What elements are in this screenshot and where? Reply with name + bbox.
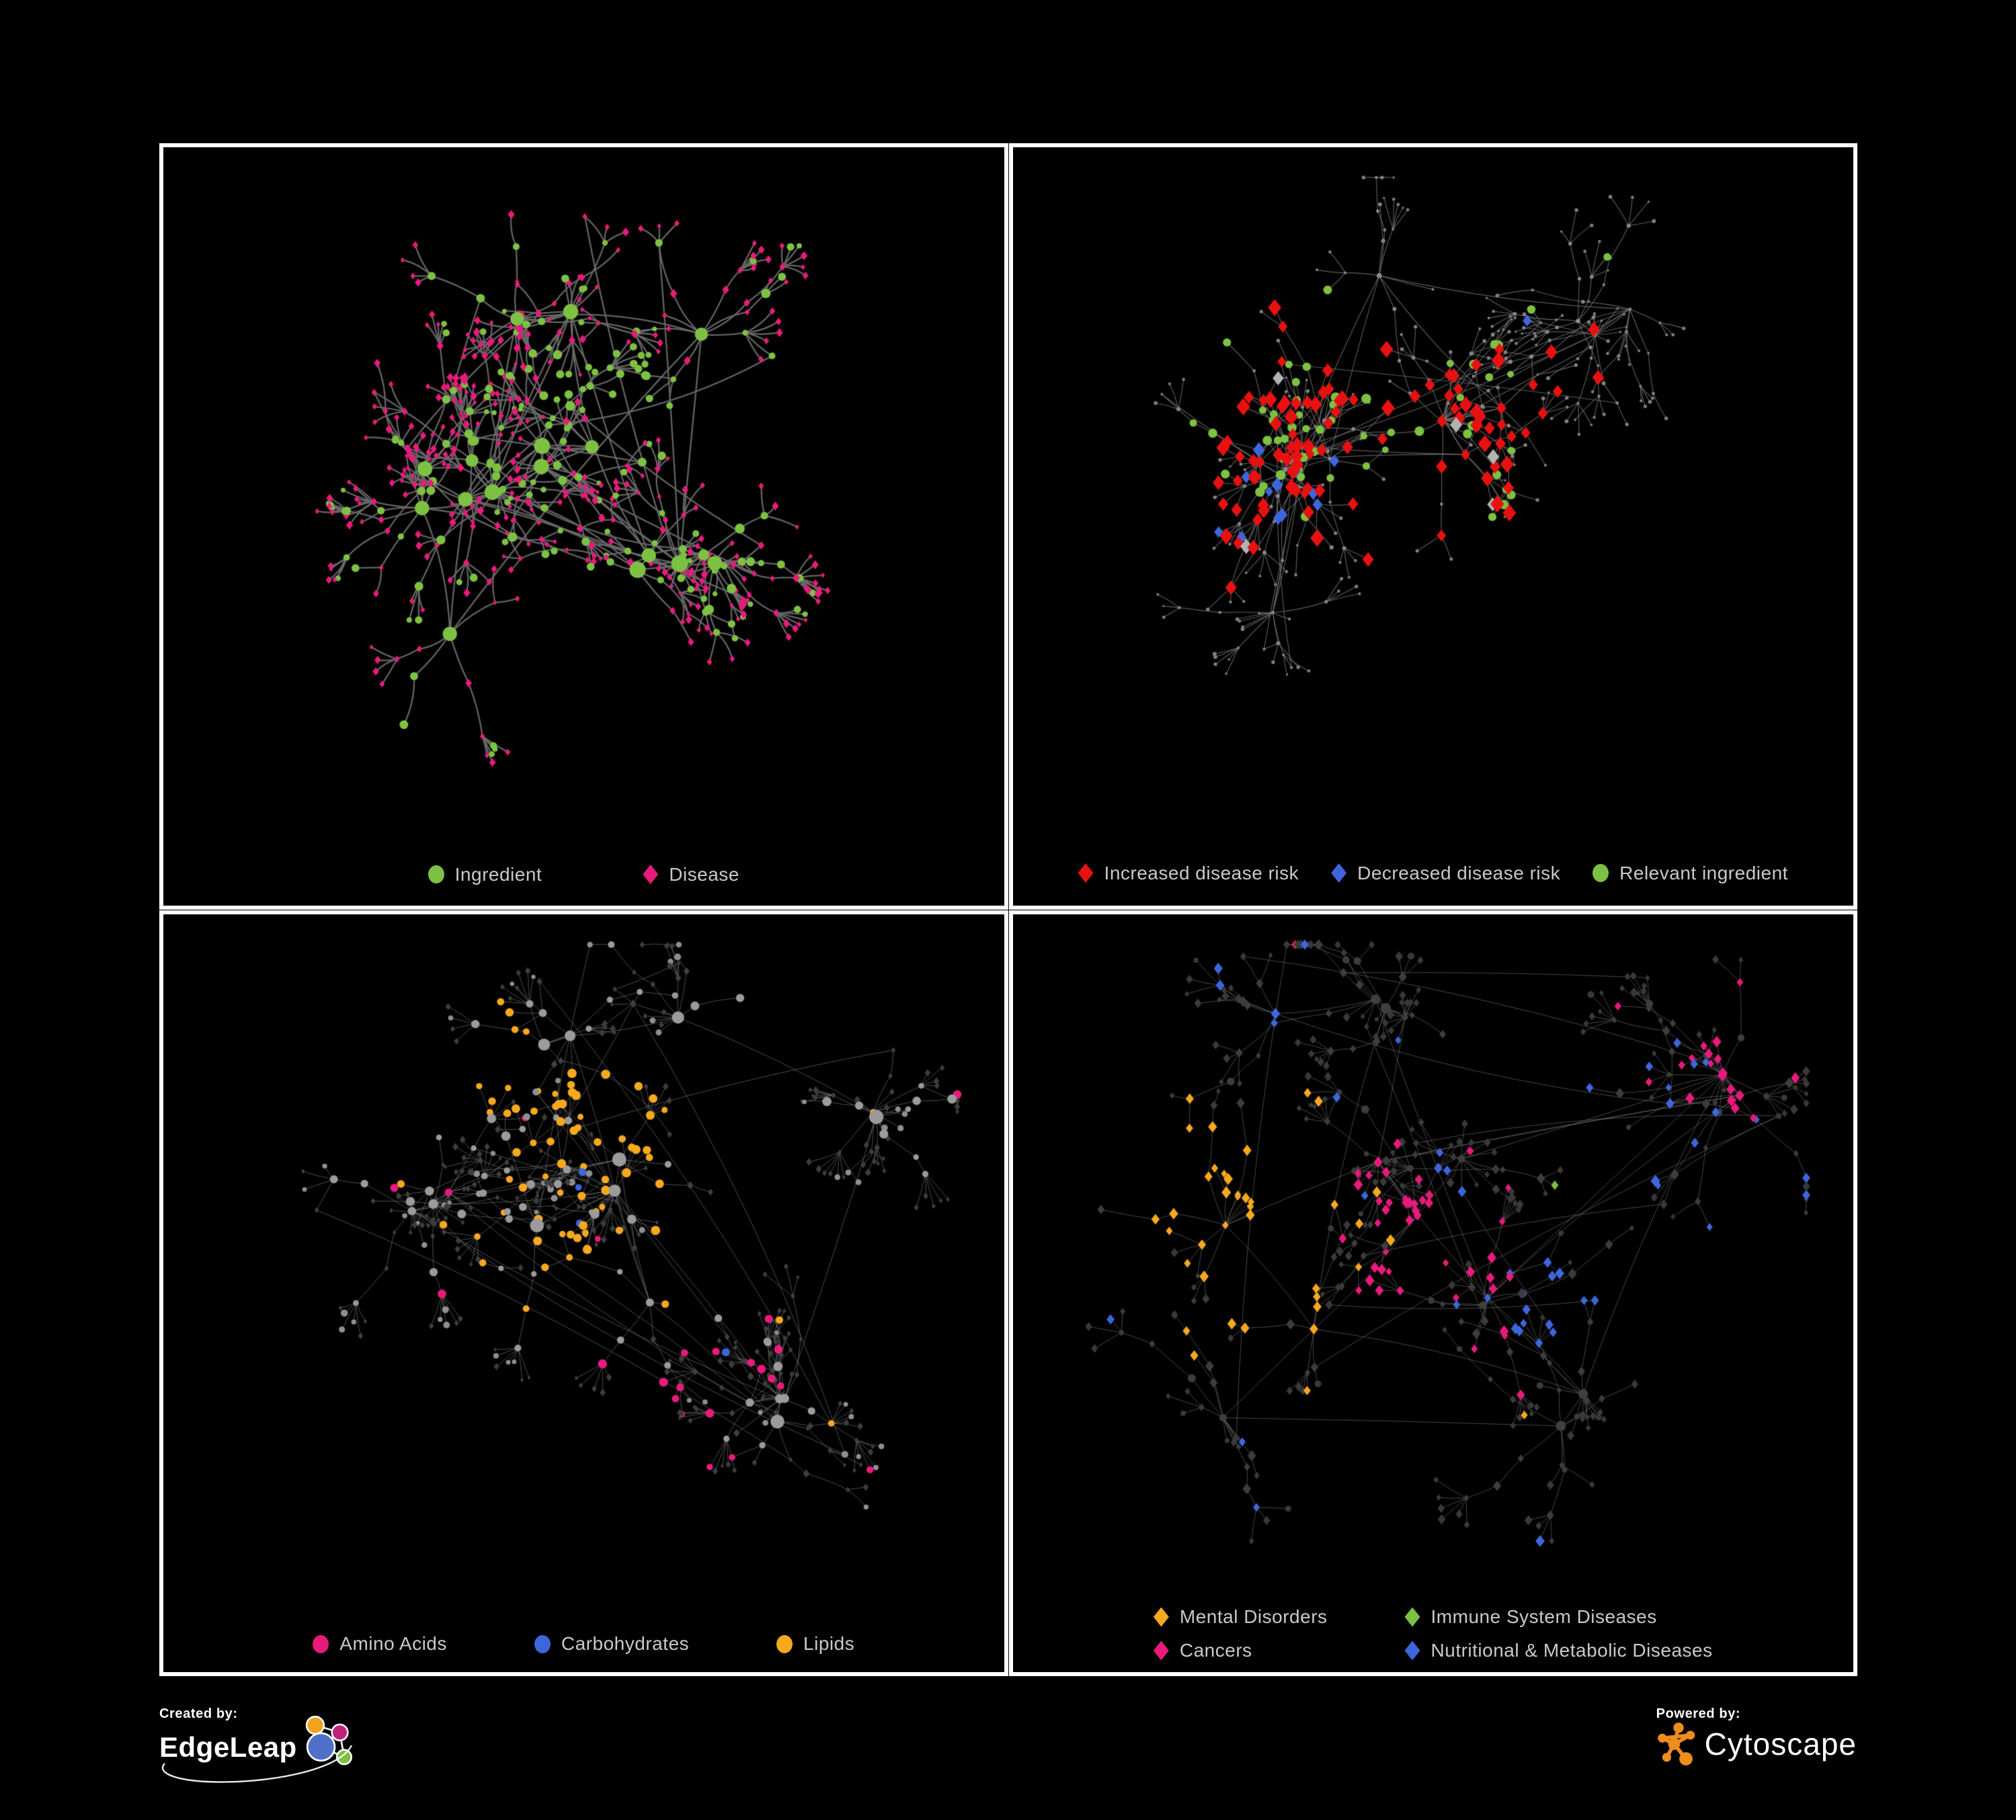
- panels-grid: Ingredient Disease Increased disease risk…: [159, 143, 1857, 1676]
- circle-marker: [313, 1634, 329, 1653]
- legend-label: Lipids: [803, 1633, 855, 1654]
- legend-disease-categories: Mental Disorders Immune System Diseases Ca…: [1013, 1606, 1854, 1661]
- network-canvas-disease-risk: [1012, 147, 1853, 906]
- circle-marker: [1592, 864, 1609, 882]
- legend-item-amino-acids: Amino Acids: [313, 1633, 447, 1655]
- legend-label: Ingredient: [454, 863, 542, 885]
- powered-by-label: Powered by:: [1656, 1706, 1741, 1721]
- legend-item-carbohydrates: Carbohydrates: [534, 1633, 689, 1655]
- diamond-marker: [643, 865, 659, 884]
- panel-disease-risk: Increased disease risk Decreased disease …: [1008, 143, 1857, 910]
- circle-marker: [534, 1634, 551, 1653]
- legend-label: Immune System Diseases: [1430, 1606, 1657, 1627]
- panel-nutrient-classes: Amino Acids Carbohydrates Lipids: [159, 910, 1008, 1676]
- footer: Created by: EdgeLeap Powered by:: [159, 1706, 1857, 1783]
- legend-item-relevant-ingredient: Relevant ingredient: [1592, 863, 1788, 884]
- edgeleap-logo-icon: [305, 1715, 352, 1766]
- diamond-marker: [1153, 1607, 1169, 1627]
- diamond-marker: [1404, 1607, 1420, 1627]
- panel-ingredient-disease: Ingredient Disease: [159, 143, 1008, 910]
- legend-disease-risk: Increased disease risk Decreased disease …: [1013, 863, 1854, 884]
- legend-label: Increased disease risk: [1104, 862, 1299, 883]
- legend-label: Amino Acids: [339, 1633, 447, 1654]
- network-canvas-disease-categories: [1012, 914, 1853, 1672]
- legend-item-increased-disease-risk: Increased disease risk: [1078, 863, 1299, 884]
- legend-label: Decreased disease risk: [1357, 862, 1561, 883]
- legend-label: Relevant ingredient: [1619, 862, 1788, 883]
- diamond-marker: [1331, 863, 1347, 883]
- circle-marker: [776, 1634, 793, 1653]
- panel-disease-categories: Mental Disorders Immune System Diseases Ca…: [1008, 910, 1857, 1676]
- legend-item-nutritional-metabolic-diseases: Nutritional & Metabolic Diseases: [1404, 1640, 1713, 1661]
- created-by-label: Created by:: [159, 1706, 238, 1721]
- legend-label: Carbohydrates: [561, 1633, 690, 1654]
- circle-marker: [428, 865, 444, 883]
- legend-item-lipids: Lipids: [776, 1633, 854, 1655]
- cytoscape-logo-icon: [1657, 1723, 1695, 1766]
- legend-nutrient-classes: Amino Acids Carbohydrates Lipids: [163, 1633, 1004, 1655]
- network-canvas-nutrient-classes: [163, 914, 1004, 1672]
- legend-item-decreased-disease-risk: Decreased disease risk: [1331, 863, 1560, 884]
- edgeleap-branding: Created by: EdgeLeap: [159, 1706, 356, 1783]
- legend-item-disease: Disease: [643, 864, 739, 885]
- legend-label: Nutritional & Metabolic Diseases: [1430, 1640, 1713, 1661]
- cytoscape-wordmark: Cytoscape: [1704, 1727, 1857, 1762]
- legend-item-cancers: Cancers: [1153, 1640, 1252, 1661]
- legend-item-immune-system-diseases: Immune System Diseases: [1404, 1606, 1657, 1628]
- legend-item-ingredient: Ingredient: [428, 864, 542, 885]
- edgeleap-wordmark: EdgeLeap: [159, 1731, 297, 1763]
- cytoscape-branding: Powered by:: [1656, 1706, 1857, 1766]
- legend-label: Disease: [669, 863, 739, 885]
- network-canvas-ingredient-disease: [163, 147, 1004, 906]
- diamond-marker: [1404, 1640, 1420, 1661]
- legend-item-mental-disorders: Mental Disorders: [1153, 1606, 1328, 1628]
- legend-ingredient-disease: Ingredient Disease: [163, 864, 1004, 885]
- legend-label: Mental Disorders: [1179, 1606, 1328, 1627]
- legend-label: Cancers: [1179, 1640, 1252, 1661]
- diamond-marker: [1153, 1640, 1169, 1661]
- diamond-marker: [1078, 863, 1094, 883]
